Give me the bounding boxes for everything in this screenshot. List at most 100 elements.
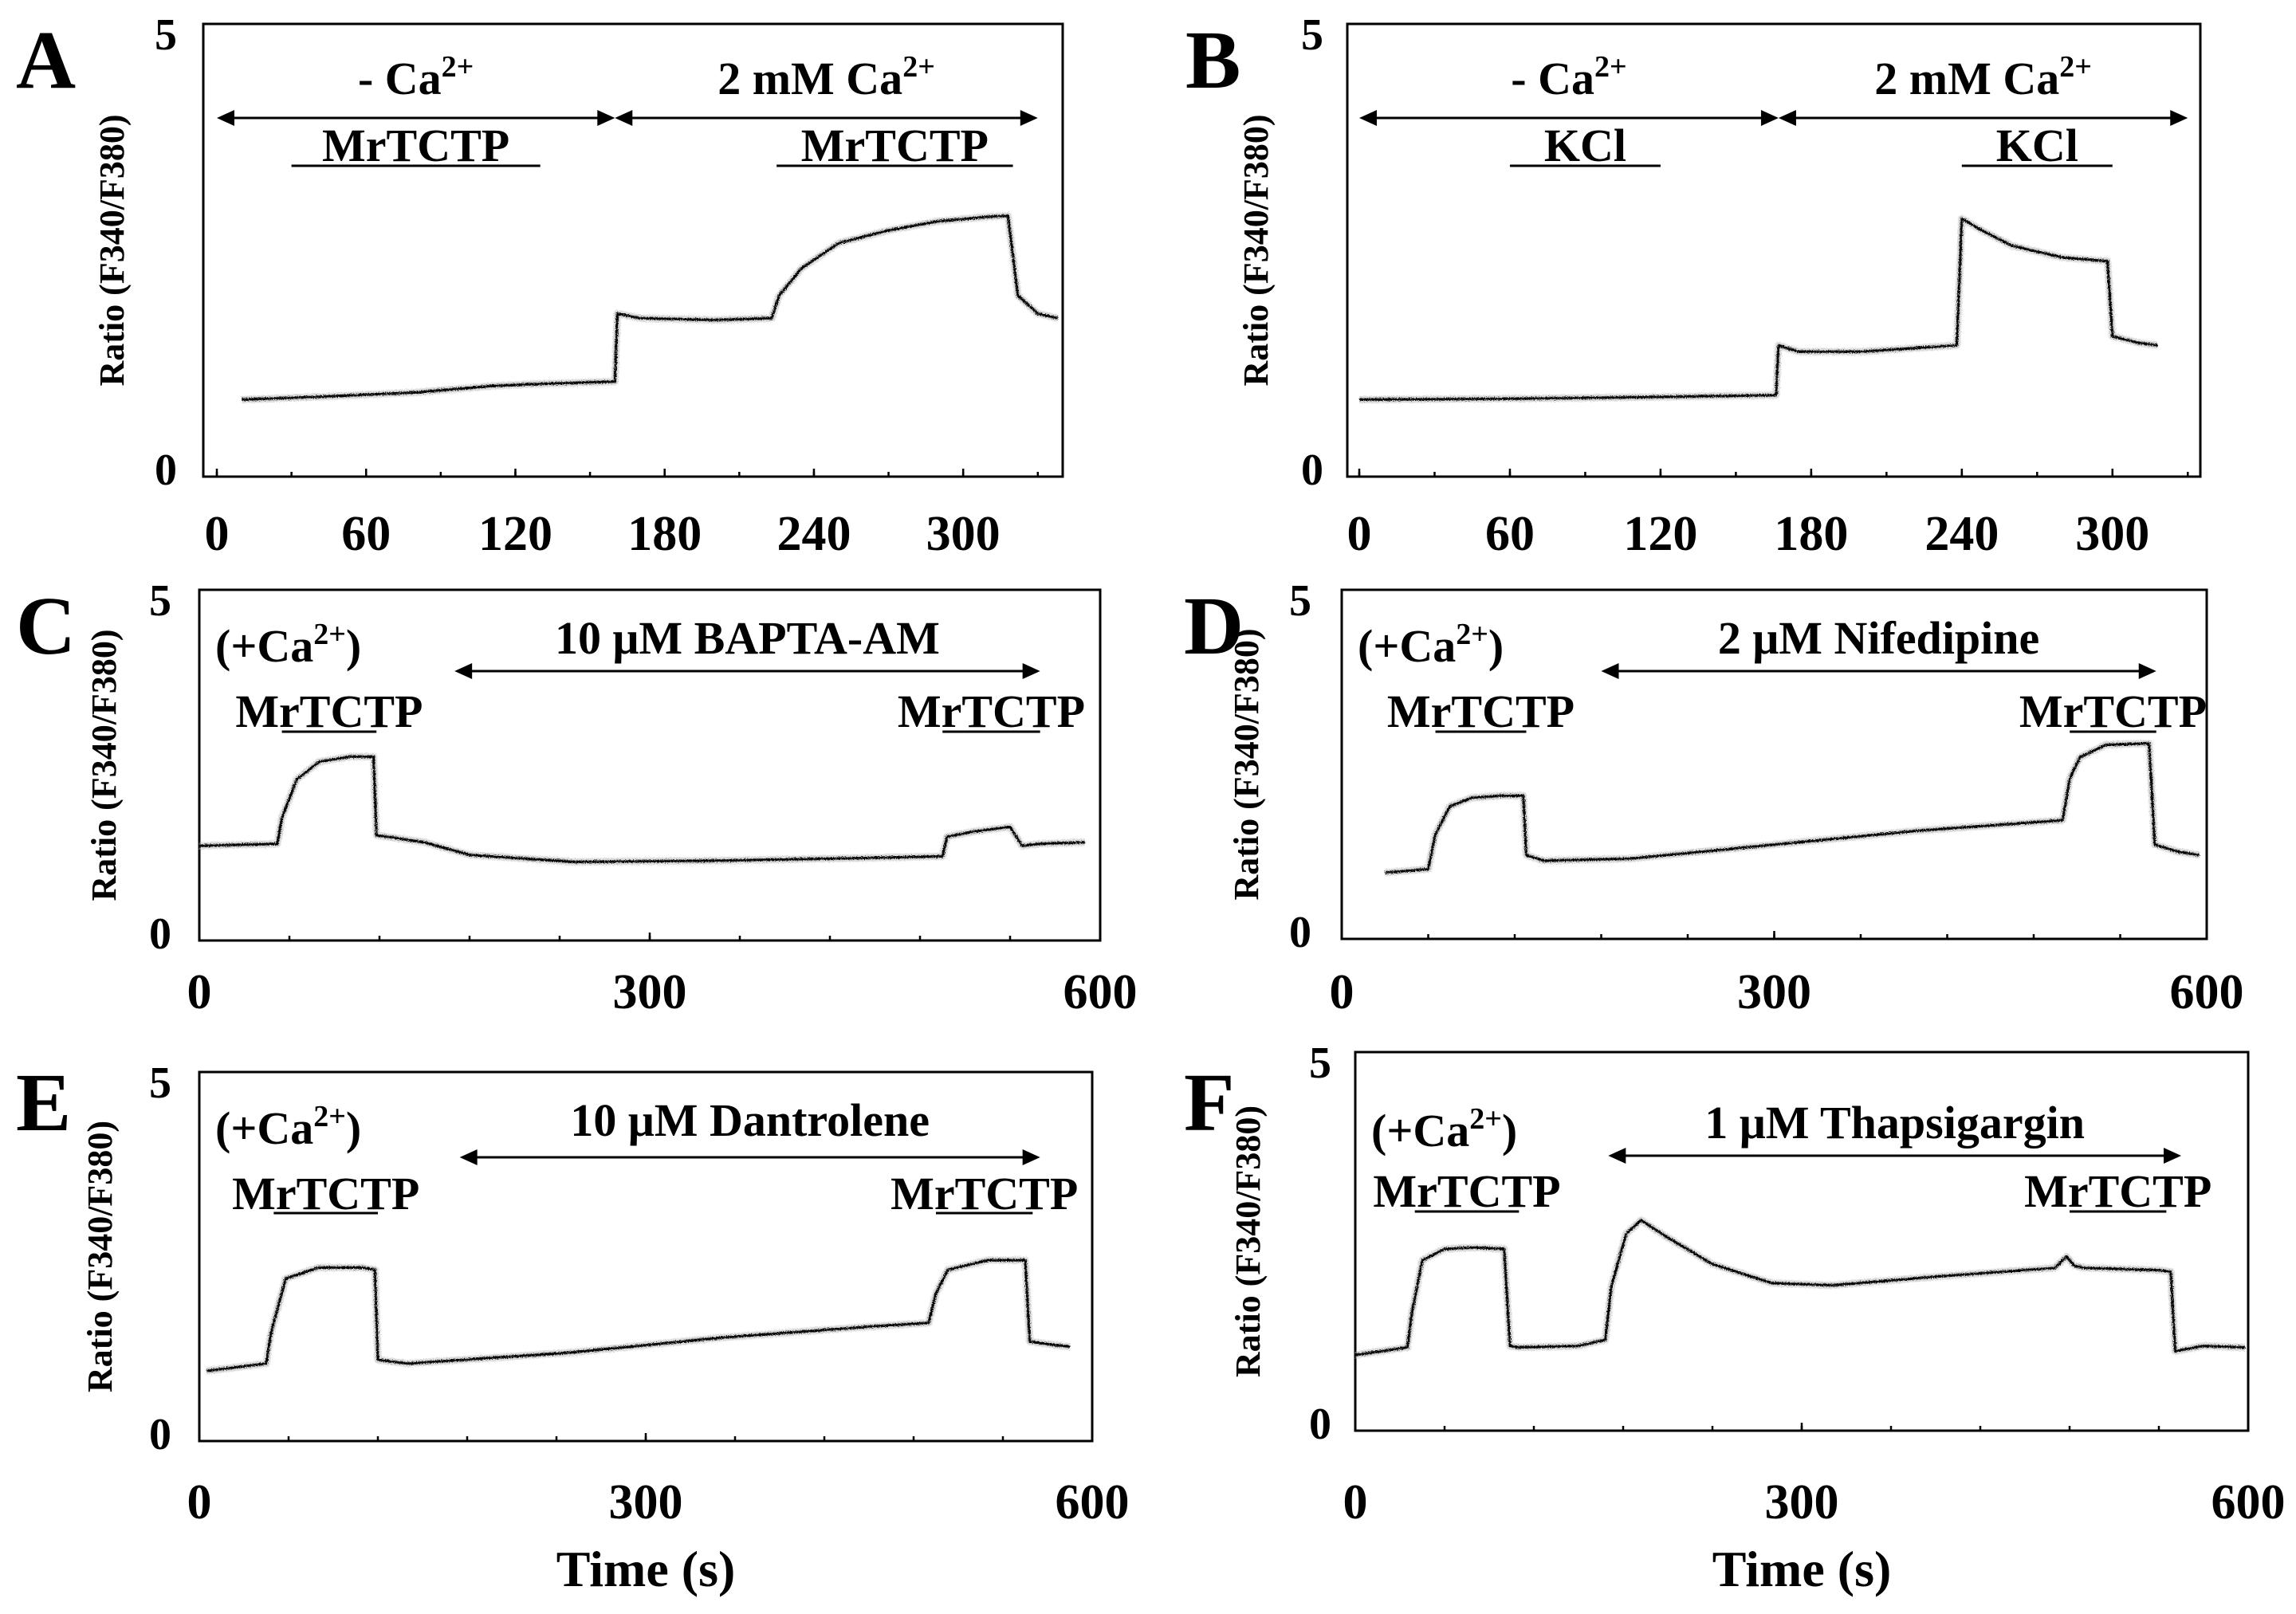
condition-arrow-head-right bbox=[2138, 663, 2156, 679]
y-axis-label: Ratio (F340/F380) bbox=[1236, 115, 1276, 387]
treatment-label: MrTCTP bbox=[322, 120, 509, 171]
condition-label-text: (+Ca bbox=[1358, 620, 1456, 672]
treatment-label: MrTCTP bbox=[1373, 1165, 1560, 1217]
condition-label: 2 μM Nifedipine bbox=[1718, 612, 2039, 664]
condition-label-text: 2 mM Ca bbox=[718, 53, 902, 104]
panel-label: D bbox=[1184, 580, 1244, 672]
x-tick-label: 0 bbox=[205, 507, 230, 561]
panel-label: E bbox=[16, 1057, 71, 1149]
y-tick-label: 5 bbox=[1309, 1039, 1331, 1088]
condition-arrow-head-right bbox=[2170, 110, 2188, 126]
x-tick-label: 300 bbox=[926, 507, 1001, 561]
condition-label-text: 2 mM Ca bbox=[1874, 53, 2059, 104]
condition-label: (+Ca2+) bbox=[215, 1100, 361, 1154]
treatment-label: MrTCTP bbox=[1387, 685, 1575, 737]
x-tick-label: 0 bbox=[187, 1475, 212, 1530]
x-tick-label: 600 bbox=[1056, 1475, 1130, 1530]
x-tick-label: 120 bbox=[1623, 507, 1697, 561]
data-series-line bbox=[242, 214, 1059, 401]
condition-arrow-head-right bbox=[597, 110, 615, 126]
x-tick-label: 600 bbox=[1063, 965, 1138, 1019]
data-series-line bbox=[199, 755, 1086, 864]
data-series-line bbox=[1354, 1219, 2246, 1357]
treatment-label: MrTCTP bbox=[801, 120, 989, 171]
y-axis-label: Ratio (F340/F380) bbox=[92, 115, 132, 387]
x-axis-label: Time (s) bbox=[556, 1541, 736, 1597]
x-axis-label: Time (s) bbox=[1712, 1541, 1892, 1597]
x-tick-label: 300 bbox=[1765, 1475, 1839, 1530]
data-series-noise bbox=[199, 752, 1086, 866]
panel-label: A bbox=[16, 14, 76, 106]
y-tick-label: 5 bbox=[155, 10, 177, 60]
condition-label: (+Ca2+) bbox=[215, 618, 361, 672]
condition-arrow-head-right bbox=[2164, 1148, 2181, 1164]
y-tick-label: 5 bbox=[149, 1058, 171, 1108]
data-series-line bbox=[1358, 217, 2158, 401]
panel-label: F bbox=[1184, 1057, 1235, 1149]
x-tick-label: 300 bbox=[609, 1475, 683, 1530]
treatment-label: MrTCTP bbox=[232, 1168, 419, 1219]
condition-label-close: ) bbox=[1502, 1105, 1517, 1157]
condition-arrow-head-left bbox=[217, 110, 234, 126]
condition-label-text: (+Ca bbox=[215, 1102, 313, 1154]
treatment-label: KCl bbox=[1544, 120, 1626, 171]
treatment-label: MrTCTP bbox=[898, 685, 1085, 737]
treatment-label: KCl bbox=[1996, 120, 2078, 171]
condition-label-text: 1 μM Thapsigargin bbox=[1704, 1097, 2085, 1149]
condition-arrow-head-right bbox=[1022, 663, 1040, 679]
condition-arrow-head-left bbox=[1608, 1148, 1626, 1164]
plot-frame bbox=[202, 22, 1064, 478]
y-tick-label: 5 bbox=[149, 576, 171, 626]
x-tick-label: 180 bbox=[627, 507, 702, 561]
x-tick-label: 300 bbox=[613, 965, 687, 1019]
data-series-noise bbox=[1358, 214, 2159, 403]
y-tick-label: 0 bbox=[1289, 908, 1311, 957]
condition-arrow-head-left bbox=[1359, 110, 1377, 126]
x-tick-label: 240 bbox=[1924, 507, 1999, 561]
condition-label-sup: 2+ bbox=[442, 50, 474, 84]
treatment-label: MrTCTP bbox=[2019, 685, 2207, 737]
condition-label-close: ) bbox=[1488, 620, 1504, 672]
condition-label-sup: 2+ bbox=[313, 1100, 346, 1133]
condition-label: 2 mM Ca2+ bbox=[718, 50, 935, 104]
y-axis-label: Ratio (F340/F380) bbox=[85, 630, 124, 901]
x-tick-label: 300 bbox=[2075, 507, 2149, 561]
y-axis-label: Ratio (F340/F380) bbox=[1229, 1105, 1268, 1377]
x-tick-label: 300 bbox=[1737, 965, 1811, 1019]
y-axis-label: Ratio (F340/F380) bbox=[1227, 629, 1266, 901]
condition-label: 2 mM Ca2+ bbox=[1874, 50, 2092, 104]
condition-label: - Ca2+ bbox=[358, 50, 474, 104]
condition-arrow-head-left bbox=[1778, 110, 1796, 126]
y-tick-label: 0 bbox=[149, 909, 171, 959]
condition-label-close: ) bbox=[346, 1102, 361, 1154]
treatment-label: MrTCTP bbox=[890, 1168, 1078, 1219]
condition-label-text: - Ca bbox=[1511, 53, 1594, 104]
y-tick-label: 0 bbox=[155, 446, 177, 495]
condition-label-close: ) bbox=[346, 620, 361, 672]
data-series-noise bbox=[206, 1256, 1071, 1375]
condition-label: 1 μM Thapsigargin bbox=[1704, 1097, 2085, 1149]
condition-label: - Ca2+ bbox=[1511, 50, 1626, 104]
x-tick-label: 180 bbox=[1774, 507, 1848, 561]
condition-label: 10 μM Dantrolene bbox=[570, 1094, 930, 1146]
y-tick-label: 5 bbox=[1289, 576, 1311, 626]
condition-arrow-head-right bbox=[1022, 1149, 1040, 1165]
y-tick-label: 5 bbox=[1301, 10, 1323, 60]
condition-label: (+Ca2+) bbox=[1358, 618, 1504, 672]
condition-label-sup: 2+ bbox=[902, 50, 935, 84]
condition-label-text: 10 μM BAPTA-AM bbox=[555, 612, 940, 664]
panel-label: C bbox=[16, 580, 76, 672]
condition-arrow-head-left bbox=[1601, 663, 1619, 679]
condition-label-text: (+Ca bbox=[215, 620, 313, 672]
panel-E: E Ratio (F340/F380) 0 5 0 300 600 Time (s) (+Ca2… bbox=[16, 1057, 1130, 1597]
y-tick-label: 0 bbox=[1301, 446, 1323, 495]
x-tick-label: 0 bbox=[1347, 507, 1372, 561]
condition-label-text: 10 μM Dantrolene bbox=[570, 1094, 930, 1146]
condition-label-text: 2 μM Nifedipine bbox=[1718, 612, 2039, 664]
condition-label: 10 μM BAPTA-AM bbox=[555, 612, 940, 664]
condition-label-text: - Ca bbox=[358, 53, 442, 104]
